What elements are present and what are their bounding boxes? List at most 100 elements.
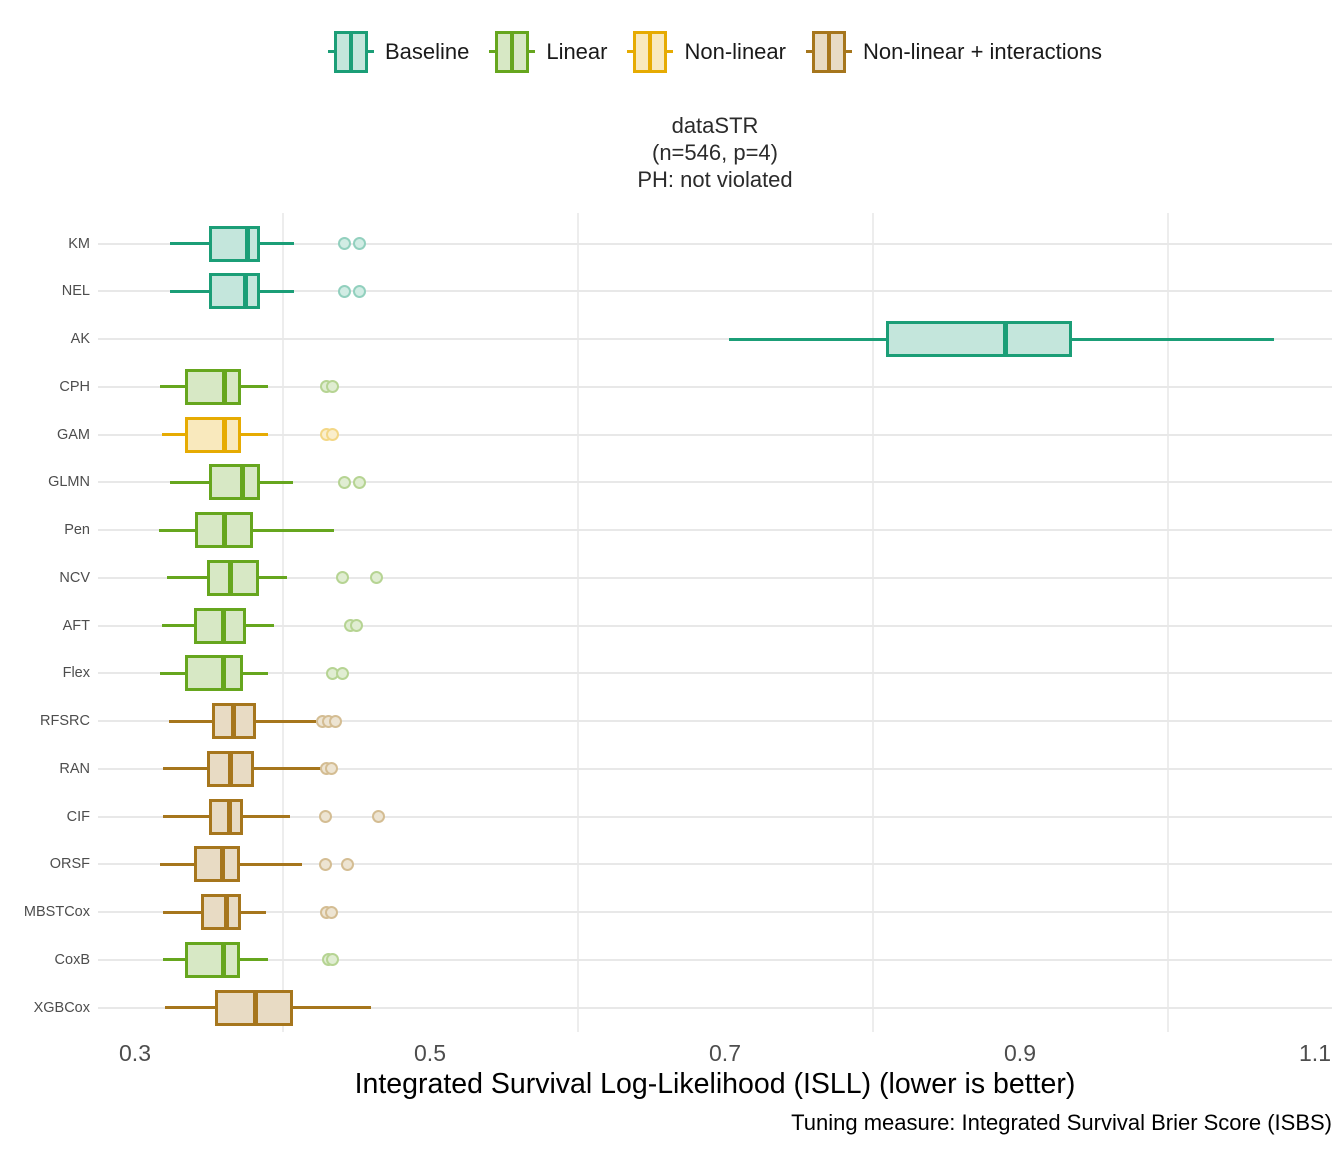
outlier-point — [352, 475, 366, 489]
y-axis-label: CPH — [59, 378, 90, 395]
x-gridline — [1166, 213, 1169, 1032]
legend-key-whisker-left — [489, 50, 497, 53]
box-iqr — [185, 655, 243, 692]
legend-key-whisker-left — [327, 50, 335, 53]
median-line — [243, 273, 249, 310]
outlier-point — [337, 475, 351, 489]
outlier-point — [337, 284, 351, 298]
legend-item: Baseline — [327, 28, 470, 76]
median-line — [221, 607, 226, 644]
y-gridline — [98, 624, 1332, 627]
median-line — [1002, 321, 1008, 357]
box-iqr — [208, 464, 261, 501]
plot-title: dataSTR (n=546, p=4) PH: not violated — [98, 112, 1332, 193]
box-iqr — [208, 798, 243, 835]
outlier-point — [324, 905, 338, 919]
legend-key-boxplot-icon — [627, 28, 674, 76]
x-gridline — [281, 213, 284, 1032]
median-line — [240, 464, 246, 501]
legend-key-median — [826, 34, 831, 70]
legend-item: Linear — [489, 28, 607, 76]
y-axis-label: AK — [70, 331, 90, 347]
plot-panel — [98, 213, 1332, 1032]
legend-key-median — [348, 34, 353, 70]
outlier-point — [352, 237, 366, 250]
y-axis-label: CIF — [66, 808, 90, 825]
box-iqr — [208, 273, 261, 310]
x-axis-title: Integrated Survival Log-Likelihood (ISLL… — [354, 1068, 1076, 1100]
y-gridline — [98, 863, 1332, 866]
outlier-point — [371, 810, 385, 823]
x-gridline — [871, 213, 874, 1032]
median-line — [221, 941, 226, 978]
legend-key-whisker-right — [666, 50, 674, 53]
outlier-point — [340, 857, 354, 871]
legend-key-whisker-left — [627, 50, 635, 53]
legend-item: Non-linear + interactions — [805, 28, 1103, 76]
legend-key-boxplot-icon — [327, 28, 374, 76]
y-axis-label: KM — [68, 235, 90, 252]
y-gridline — [98, 672, 1332, 675]
y-gridline — [98, 958, 1332, 961]
box-iqr — [194, 607, 246, 644]
y-gridline — [98, 481, 1332, 484]
outlier-point — [326, 380, 340, 394]
outlier-point — [326, 428, 340, 441]
y-gridline — [98, 767, 1332, 770]
y-gridline — [98, 529, 1332, 531]
median-line — [244, 225, 250, 262]
legend-key-boxplot-icon — [805, 28, 852, 76]
legend-key-whisker-left — [805, 50, 813, 53]
box-iqr — [201, 894, 242, 930]
legend-key-median — [510, 34, 515, 70]
outlier-point — [337, 237, 351, 250]
median-line — [222, 512, 228, 548]
x-tick-label: 0.9 — [1004, 1040, 1036, 1066]
legend-item: Non-linear — [627, 28, 786, 76]
x-tick-label: 1.1 — [1299, 1040, 1331, 1066]
box-iqr — [185, 941, 240, 978]
median-line — [228, 750, 234, 787]
legend-item-label: Non-linear + interactions — [862, 39, 1103, 64]
legend-item-label: Non-linear — [684, 39, 786, 64]
median-line — [222, 368, 228, 405]
x-tick-label: 0.3 — [119, 1040, 151, 1066]
outlier-point — [336, 571, 350, 585]
legend-key-boxplot-icon — [489, 28, 536, 76]
y-axis-label: AFT — [62, 617, 90, 634]
legend-item-label: Linear — [546, 39, 608, 64]
y-axis-label: CoxB — [54, 951, 90, 968]
y-gridline — [98, 385, 1332, 388]
legend-key-whisker-right — [844, 50, 852, 53]
y-gridline — [98, 720, 1332, 722]
y-axis-label: ORSF — [49, 856, 90, 873]
median-line — [219, 846, 225, 883]
median-line — [253, 989, 259, 1026]
outlier-point — [329, 714, 343, 728]
median-line — [228, 559, 234, 596]
outlier-point — [318, 857, 332, 871]
legend-item-label: Baseline — [384, 39, 470, 64]
box-iqr — [194, 846, 240, 883]
y-axis-label: RAN — [59, 760, 90, 777]
median-line — [222, 416, 228, 453]
y-axis-label: NCV — [59, 569, 90, 586]
median-line — [221, 655, 226, 692]
y-gridline — [98, 815, 1332, 818]
box-iqr — [208, 225, 261, 262]
y-gridline — [98, 576, 1332, 579]
y-axis-label: RFSRC — [40, 713, 90, 729]
y-gridline — [98, 911, 1332, 913]
outlier-point — [336, 666, 350, 680]
y-axis-labels: KM NEL AK CPH GAM GLMN Pen NCV AFT Flex RFSRC RAN CI… — [0, 213, 90, 1032]
x-gridline — [576, 213, 579, 1032]
legend-key-whisker-right — [366, 50, 374, 53]
outlier-point — [370, 571, 384, 585]
y-gridline — [98, 1006, 1332, 1009]
plot-title-line3: PH: not violated — [637, 167, 793, 192]
y-gridline — [98, 242, 1332, 245]
median-line — [231, 703, 237, 739]
legend-key-median — [648, 34, 653, 70]
y-axis-label: GAM — [56, 426, 90, 443]
y-gridline — [98, 433, 1332, 436]
